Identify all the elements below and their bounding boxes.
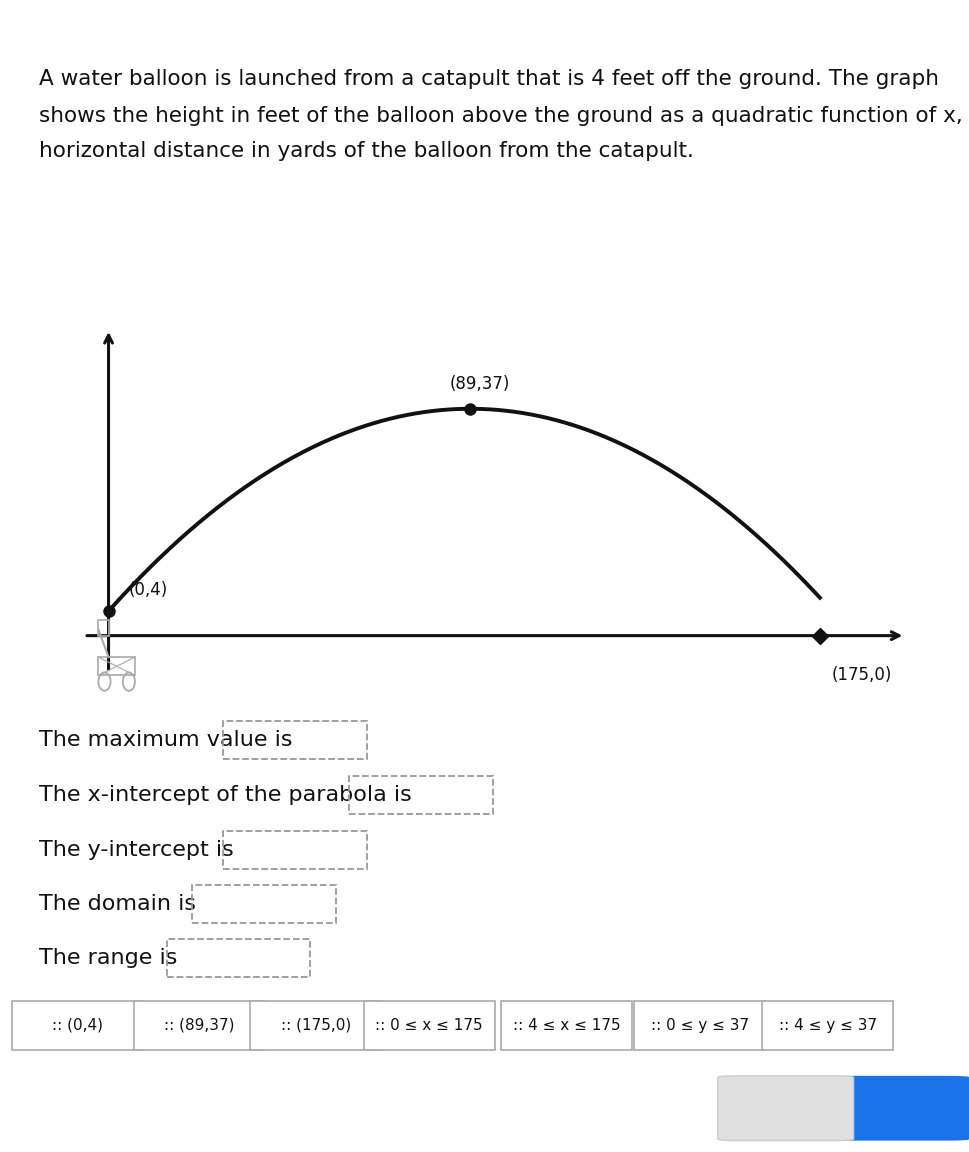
Text: :: 0 ≤ x ≤ 175: :: 0 ≤ x ≤ 175 — [375, 1017, 483, 1033]
Text: :: (175,0): :: (175,0) — [280, 1017, 351, 1033]
FancyBboxPatch shape — [634, 1001, 765, 1049]
FancyBboxPatch shape — [363, 1001, 494, 1049]
FancyBboxPatch shape — [717, 1076, 853, 1140]
Text: A water balloon is launched from a catapult that is 4 feet off the ground. The g: A water balloon is launched from a catap… — [39, 69, 938, 89]
Text: :: 4 ≤ x ≤ 175: :: 4 ≤ x ≤ 175 — [513, 1017, 620, 1033]
FancyBboxPatch shape — [833, 1076, 969, 1140]
FancyBboxPatch shape — [250, 1001, 381, 1049]
Text: The range is: The range is — [39, 948, 177, 969]
Text: horizontal distance in yards of the balloon from the catapult.: horizontal distance in yards of the ball… — [39, 141, 693, 160]
FancyBboxPatch shape — [762, 1001, 892, 1049]
Text: (89,37): (89,37) — [450, 376, 510, 394]
Text: The maximum value is: The maximum value is — [39, 729, 292, 750]
FancyBboxPatch shape — [501, 1001, 632, 1049]
Text: :: (0,4): :: (0,4) — [51, 1017, 103, 1033]
Text: The domain is: The domain is — [39, 894, 196, 915]
FancyBboxPatch shape — [134, 1001, 265, 1049]
Text: :: 4 ≤ y ≤ 37: :: 4 ≤ y ≤ 37 — [778, 1017, 876, 1033]
Text: The y-intercept is: The y-intercept is — [39, 840, 234, 861]
Text: The x-intercept of the parabola is: The x-intercept of the parabola is — [39, 785, 411, 805]
Text: (175,0): (175,0) — [831, 666, 891, 684]
Text: shows the height in feet of the balloon above the ground as a quadratic function: shows the height in feet of the balloon … — [39, 106, 969, 126]
FancyBboxPatch shape — [12, 1001, 142, 1049]
Text: (0,4): (0,4) — [129, 581, 168, 599]
Text: :: 0 ≤ y ≤ 37: :: 0 ≤ y ≤ 37 — [650, 1017, 748, 1033]
Text: :: (89,37): :: (89,37) — [164, 1017, 234, 1033]
